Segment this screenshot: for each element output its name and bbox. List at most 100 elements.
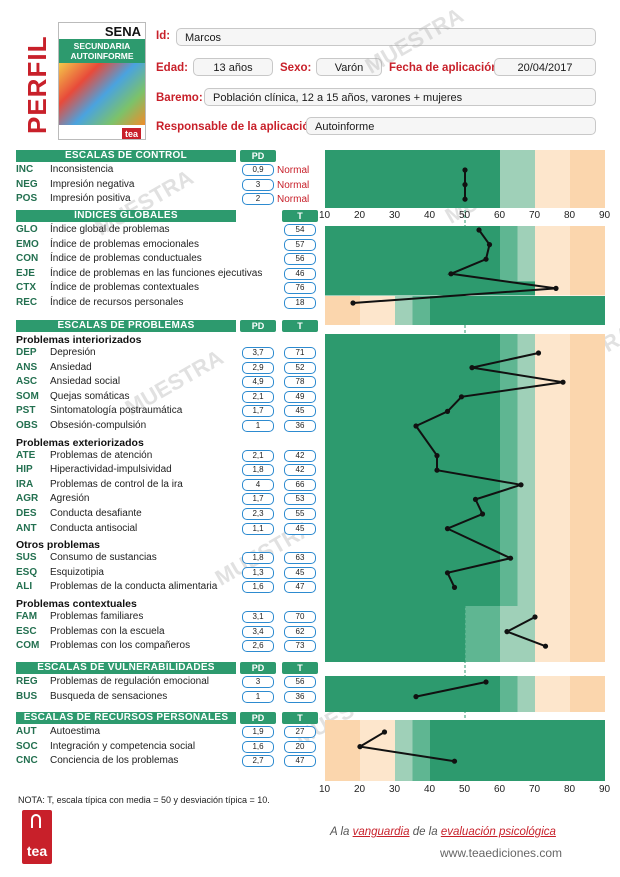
- scale-label: Ansiedad: [50, 361, 92, 373]
- t-score-box: 52: [284, 361, 316, 374]
- scale-label: Obsesión-compulsión: [50, 420, 147, 431]
- scale-label: Impresión positiva: [50, 193, 131, 205]
- scale-abbr-asc: ASC: [16, 376, 38, 388]
- scale-label: Problemas familiares: [50, 611, 144, 622]
- pd-score-box: 1: [242, 690, 274, 703]
- problems-point: [434, 453, 440, 459]
- resources-point: [357, 744, 363, 750]
- age-field[interactable]: 13 años: [193, 58, 273, 76]
- date-label: Fecha de aplicación:: [389, 62, 503, 74]
- t-score-box: 36: [284, 420, 316, 432]
- control-point: [462, 167, 468, 173]
- contextual-point: [504, 629, 510, 635]
- bottom-axis-tick-90: 90: [599, 784, 611, 795]
- zone-band: [412, 296, 430, 325]
- pd-score-box: 2,1: [242, 390, 274, 403]
- zone-band: [325, 334, 500, 606]
- t-score-box: 18: [284, 297, 316, 309]
- global-point: [486, 242, 493, 248]
- scale-label: Índice de recursos personales: [50, 297, 184, 308]
- status-normal: Normal: [277, 179, 310, 191]
- t-score-box: 45: [284, 566, 316, 579]
- top-axis-tick-70: 70: [529, 210, 541, 221]
- footnote: NOTA: T, escala típica con media = 50 y …: [18, 795, 270, 805]
- global-point: [448, 271, 454, 277]
- zone-band: [325, 150, 430, 208]
- scale-label: Inconsistencia: [50, 164, 114, 175]
- zone-band: [412, 720, 430, 781]
- zone-band: [535, 334, 570, 606]
- scale-label: Integración y competencia social: [50, 740, 196, 752]
- bottom-axis-tick-80: 80: [564, 784, 576, 795]
- scale-abbr-eje: EJE: [16, 267, 35, 279]
- pd-score-box: 1,6: [242, 740, 274, 753]
- global-point: [483, 256, 489, 262]
- group-title: Problemas contextuales: [16, 598, 137, 610]
- cover-line1: SECUNDARIA: [73, 41, 131, 51]
- zone-band: [430, 720, 605, 781]
- t-score-box: 53: [284, 493, 316, 506]
- zone-band: [535, 606, 570, 662]
- bottom-axis-tick-50: 50: [459, 784, 471, 795]
- t-score-box: 47: [284, 581, 316, 594]
- date-field[interactable]: 20/04/2017: [494, 58, 596, 76]
- t-score-box: 54: [284, 224, 316, 236]
- problems-point: [469, 365, 475, 371]
- zone-band: [500, 676, 518, 712]
- zone-band: [500, 226, 518, 296]
- problems-point: [444, 408, 451, 414]
- slogan-part: de la: [409, 826, 441, 838]
- zone-band: [325, 281, 535, 296]
- top-axis-tick-30: 30: [389, 210, 401, 221]
- scale-abbr-som: SOM: [16, 390, 39, 402]
- problems-point: [444, 570, 451, 576]
- id-field[interactable]: Marcos: [176, 28, 596, 46]
- scale-abbr-sus: SUS: [16, 552, 37, 564]
- control-point: [462, 182, 468, 188]
- resources-point: [451, 758, 458, 764]
- slogan-part: vanguardia: [352, 826, 410, 838]
- vulnerabilities-line: [415, 681, 487, 698]
- scale-abbr-bus: BUS: [16, 690, 38, 702]
- problems-point: [535, 350, 542, 356]
- scale-abbr-ali: ALI: [16, 581, 33, 593]
- t-score-box: 73: [284, 640, 316, 653]
- pd-score-box: 3: [242, 676, 274, 688]
- scale-label: Índice de problemas emocionales: [50, 238, 199, 250]
- zone-band: [500, 150, 535, 208]
- baremo-field[interactable]: Población clínica, 12 a 15 años, varones…: [204, 88, 596, 106]
- zone-band: [465, 606, 500, 662]
- group-title: Problemas exteriorizados: [16, 436, 144, 449]
- sex-field[interactable]: Varón: [316, 58, 382, 76]
- scale-label: Problemas de control de la ira: [50, 478, 183, 490]
- resources-point: [381, 729, 388, 735]
- pd-column-header: PD: [240, 712, 276, 724]
- scale-abbr-pos: POS: [16, 193, 38, 205]
- scale-label: Problemas con los compañeros: [50, 640, 191, 652]
- pd-score-box: 2,7: [242, 755, 274, 768]
- pd-score-box: 2,6: [242, 640, 274, 653]
- scale-label: Agresión: [50, 493, 90, 505]
- scale-abbr-agr: AGR: [16, 493, 39, 505]
- slogan: A la vanguardia de la evaluación psicoló…: [330, 826, 556, 838]
- t-score-box: 36: [284, 690, 316, 703]
- problems-point: [507, 555, 514, 561]
- zone-band: [325, 676, 500, 712]
- scale-label: Índice global de problemas: [50, 224, 170, 235]
- resp-field[interactable]: Autoinforme: [306, 117, 596, 135]
- pd-score-box: 2,1: [242, 449, 274, 462]
- problems-point: [518, 482, 524, 488]
- zone-band: [500, 606, 535, 662]
- zone-band: [325, 296, 360, 325]
- zone-band: [395, 720, 413, 781]
- scale-abbr-soc: SOC: [16, 740, 38, 752]
- pd-score-box: 1,3: [242, 566, 274, 579]
- scale-abbr-rec: REC: [16, 297, 38, 308]
- scale-abbr-esc: ESC: [16, 625, 37, 637]
- t-score-box: 42: [284, 449, 316, 462]
- zone-band: [570, 226, 605, 296]
- scale-label: Impresión negativa: [50, 178, 135, 190]
- pd-score-box: 3,1: [242, 611, 274, 623]
- t-score-box: 45: [284, 522, 316, 535]
- scale-abbr-cnc: CNC: [16, 755, 38, 767]
